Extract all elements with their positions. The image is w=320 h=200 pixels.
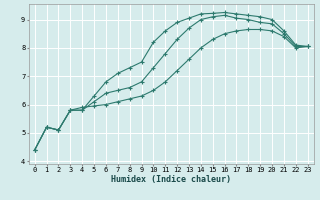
X-axis label: Humidex (Indice chaleur): Humidex (Indice chaleur) [111, 175, 231, 184]
